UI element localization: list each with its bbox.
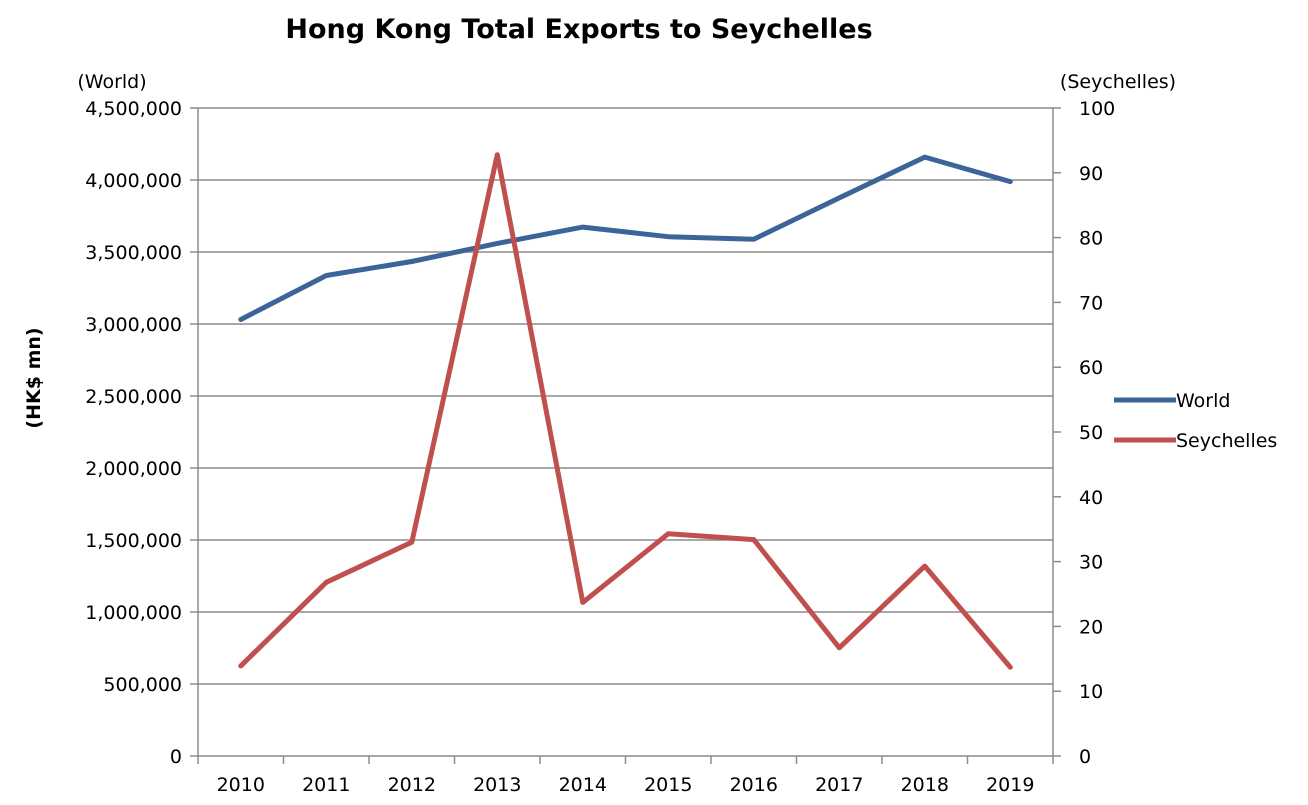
axes xyxy=(190,107,1061,764)
right-tick-label: 90 xyxy=(1079,163,1103,185)
left-tick-label: 2,500,000 xyxy=(85,386,182,408)
left-axis-title: (World) xyxy=(77,71,146,93)
right-axis-ticks: 0 10 20 30 40 50 60 70 80 90 100 xyxy=(1079,98,1115,768)
x-tick-label: 2012 xyxy=(388,774,436,796)
left-tick-label: 500,000 xyxy=(103,674,182,696)
x-tick-label: 2010 xyxy=(217,774,265,796)
left-tick-label: 4,000,000 xyxy=(85,170,182,192)
legend-label: World xyxy=(1176,390,1230,412)
series-line-seychelles xyxy=(238,152,1013,670)
right-tick-label: 20 xyxy=(1079,616,1103,638)
x-tick-label: 2016 xyxy=(730,774,778,796)
left-tick-label: 0 xyxy=(170,746,182,768)
chart-title: Hong Kong Total Exports to Seychelles xyxy=(285,14,872,45)
left-tick-label: 2,000,000 xyxy=(85,458,182,480)
left-tick-label: 1,500,000 xyxy=(85,530,182,552)
left-tick-label: 1,000,000 xyxy=(85,602,182,624)
right-tick-label: 0 xyxy=(1079,746,1091,768)
right-tick-label: 60 xyxy=(1079,357,1103,379)
series-lines xyxy=(238,152,1013,670)
left-tick-label: 3,500,000 xyxy=(85,242,182,264)
left-axis-ticks: 0 500,000 1,000,000 1,500,000 2,000,000 2,500… xyxy=(85,98,182,768)
right-tick-label: 70 xyxy=(1079,292,1103,314)
right-axis-title: (Seychelles) xyxy=(1060,71,1176,93)
right-tick-label: 80 xyxy=(1079,228,1103,250)
gridlines xyxy=(198,107,1053,685)
right-tick-label: 50 xyxy=(1079,422,1103,444)
right-tick-label: 40 xyxy=(1079,487,1103,509)
right-tick-label: 30 xyxy=(1079,552,1103,574)
x-tick-label: 2015 xyxy=(644,774,692,796)
series-line-world xyxy=(238,154,1013,322)
x-axis-ticks: 2010 2011 2012 2013 2014 2015 2016 2017 2018 2019 xyxy=(217,774,1035,796)
x-tick-label: 2018 xyxy=(901,774,949,796)
y-axis-label: (HK$ mn) xyxy=(23,327,45,428)
left-tick-label: 4,500,000 xyxy=(85,98,182,120)
right-tick-label: 10 xyxy=(1079,681,1103,703)
x-tick-label: 2013 xyxy=(473,774,521,796)
x-tick-label: 2017 xyxy=(815,774,863,796)
x-tick-label: 2019 xyxy=(986,774,1034,796)
x-tick-label: 2011 xyxy=(302,774,350,796)
x-tick-label: 2014 xyxy=(559,774,607,796)
legend-label: Seychelles xyxy=(1176,430,1277,452)
legend: World Seychelles xyxy=(1114,390,1277,452)
left-tick-label: 3,000,000 xyxy=(85,314,182,336)
right-tick-label: 100 xyxy=(1079,98,1115,120)
